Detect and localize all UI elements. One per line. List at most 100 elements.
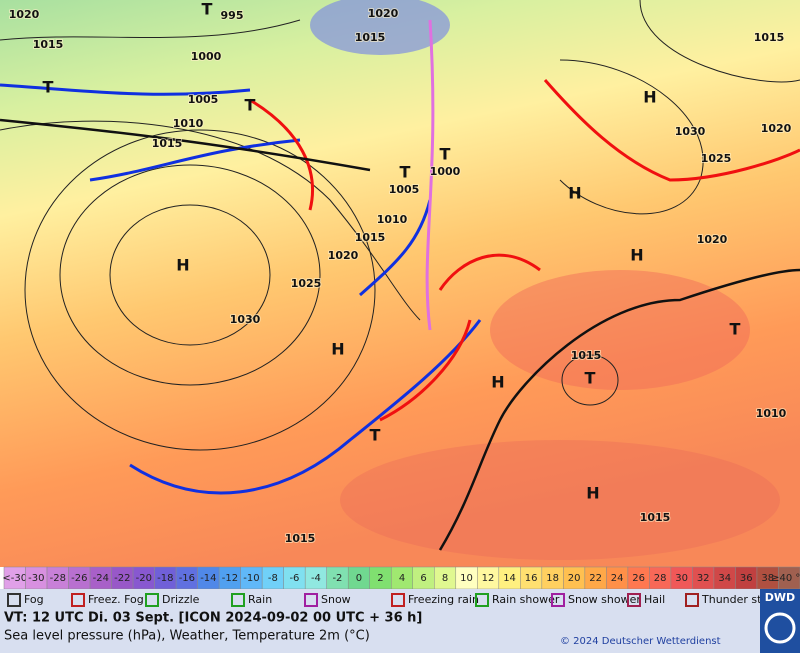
colorbar-label: 34 [718, 573, 731, 584]
fronts [0, 19, 800, 551]
pressure-center: H [176, 256, 189, 275]
isobar-label: 1015 [285, 532, 316, 545]
isobar-label: 995 [221, 9, 244, 22]
colorbar-label: -8 [268, 573, 278, 584]
pressure-center: T [440, 145, 451, 164]
colorbar-label: -30 [28, 573, 44, 584]
isobar-label: 1010 [377, 213, 408, 226]
isobar-label: 1025 [701, 152, 732, 165]
legend-panel [0, 589, 800, 653]
isobar-label: 1020 [761, 122, 792, 135]
isobar-label: 1010 [756, 407, 787, 420]
colorbar-label: -4 [311, 573, 321, 584]
pressure-center: T [730, 320, 741, 339]
legend-label: Fog [24, 593, 44, 606]
colorbar-label: -10 [243, 573, 259, 584]
isobar-label: 1000 [430, 165, 461, 178]
colorbar-label: -28 [50, 573, 66, 584]
legend-icon [391, 593, 405, 607]
legend-icon [7, 593, 21, 607]
colorbar-label: -24 [93, 573, 109, 584]
pressure-center: T [400, 163, 411, 182]
colorbar-label: 18 [546, 573, 559, 584]
legend-label: Rain [248, 593, 272, 606]
colorbar-label: 2 [377, 573, 383, 584]
isobar-label: 1020 [697, 233, 728, 246]
pressure-center: H [630, 246, 643, 265]
colorbar-label: -14 [200, 573, 216, 584]
colorbar-label: 12 [482, 573, 495, 584]
isobar-label: 1015 [571, 349, 602, 362]
pressure-center: T [202, 0, 213, 19]
colorbar-label: -20 [136, 573, 152, 584]
isobar-label: 1010 [173, 117, 204, 130]
legend-label: Drizzle [162, 593, 200, 606]
pressure-center: T [585, 369, 596, 388]
warm-area [340, 440, 780, 560]
colorbar-label: 28 [654, 573, 667, 584]
isobar-label: 1025 [291, 277, 322, 290]
isobar-label: 1005 [389, 183, 420, 196]
legend-icon [231, 593, 245, 607]
isobar-label: 1015 [355, 31, 386, 44]
legend-icon [145, 593, 159, 607]
isobar-label: 1020 [368, 7, 399, 20]
legend-label: Snow shower [568, 593, 641, 606]
colorbar-label: 0 [356, 573, 362, 584]
colorbar-label: -12 [222, 573, 238, 584]
colorbar-label: 36 [740, 573, 753, 584]
isobar-label: 1000 [191, 50, 222, 63]
colorbar-label: -18 [157, 573, 173, 584]
legend-label: Snow [321, 593, 351, 606]
colorbar-label: 32 [697, 573, 710, 584]
colorbar-label: 22 [589, 573, 602, 584]
colorbar-label: 16 [525, 573, 538, 584]
pressure-center: H [643, 88, 656, 107]
isobars [0, 0, 800, 451]
legend-icon [551, 593, 565, 607]
isobar-label: 1015 [33, 38, 64, 51]
colorbar-label: 38 [761, 573, 774, 584]
colorbar: <-30 -30 -28 -26 -24 -22 -20 -18 -16 -14 -12 -10 -8-… [2, 566, 800, 590]
legend-label: Hail [644, 593, 665, 606]
valid-time: VT: 12 UTC Di. 03 Sept. [ICON 2024-09-02… [4, 611, 422, 626]
pressure-center: T [43, 78, 54, 97]
colorbar-label: 30 [675, 573, 688, 584]
colorbar-label: 24 [611, 573, 624, 584]
colorbar-label: ≥40 °C [771, 573, 800, 584]
legend-label: Rain shower [492, 593, 560, 606]
legend-label: Freezing rain [408, 593, 479, 606]
legend-icon [475, 593, 489, 607]
colorbar-label: 26 [632, 573, 645, 584]
legend-icon [304, 593, 318, 607]
logo-icon [764, 612, 796, 644]
cold-area [310, 0, 450, 55]
colorbar-label: 14 [503, 573, 516, 584]
legend-icon [627, 593, 641, 607]
map: 1020 995 1020 1015 1015 1015 1000 1005 1010 1015 1… [0, 0, 800, 567]
colorbar-label: <-30 [2, 573, 27, 584]
colorbar-label: 4 [399, 573, 405, 584]
legend-label: Freez. Fog [88, 593, 144, 606]
colorbar-label: 6 [420, 573, 426, 584]
pressure-center: T [245, 96, 256, 115]
isobar-label: 1015 [355, 231, 386, 244]
legend-icon [71, 593, 85, 607]
isobar-label: 1015 [152, 137, 183, 150]
pressure-center: H [586, 484, 599, 503]
colorbar-label: 10 [460, 573, 473, 584]
isobar-label: 1030 [230, 313, 261, 326]
logo: DWD [765, 591, 795, 604]
pressure-center: H [491, 373, 504, 392]
pressure-center: H [331, 340, 344, 359]
isobar-label: 1020 [9, 8, 40, 21]
isobar-label: 1015 [640, 511, 671, 524]
isobar-label: 1020 [328, 249, 359, 262]
pressure-center: T [370, 426, 381, 445]
legend-icon [685, 593, 699, 607]
colorbar-label: -22 [114, 573, 130, 584]
copyright: © 2024 Deutscher Wetterdienst [560, 636, 721, 647]
colorbar-label: -2 [332, 573, 342, 584]
isobar-label: 1015 [754, 31, 785, 44]
